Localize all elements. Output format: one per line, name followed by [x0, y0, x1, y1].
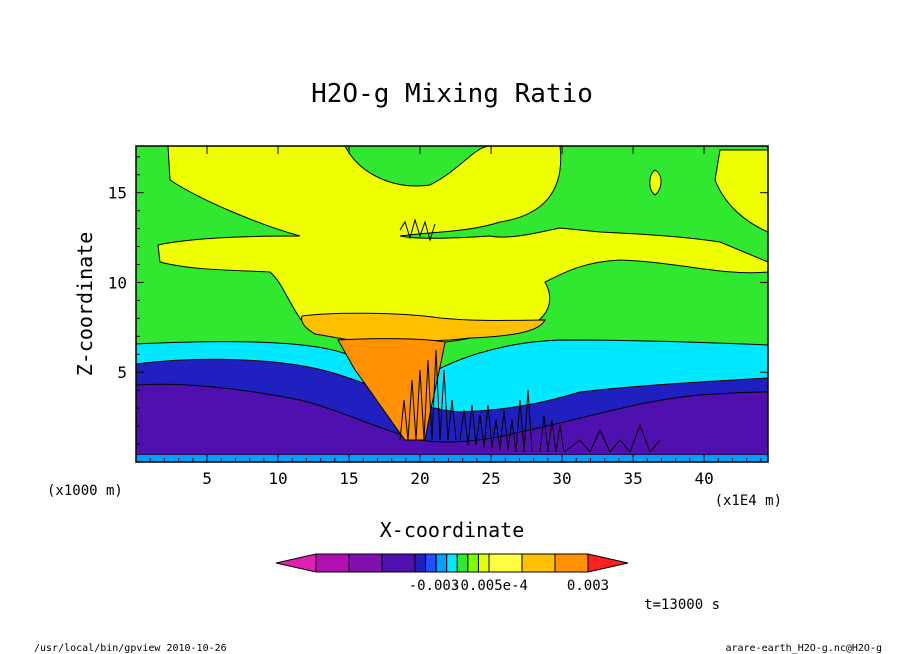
- colorbar: [275, 553, 629, 573]
- x-unit-right-label: (x1E4 m): [715, 493, 782, 509]
- x-tick-label: 40: [694, 469, 713, 488]
- colorbar-tick-labels: -0.003-0.005e-4 0.003: [409, 578, 609, 594]
- colorbar-cell: [414, 553, 427, 573]
- x-tick-label: 30: [552, 469, 571, 488]
- x-axis-label: X-coordinate: [380, 518, 525, 542]
- y-axis-label: Z-coordinate: [73, 232, 97, 377]
- y-axis: 5 10 15: [108, 156, 768, 445]
- yellow-layer-region: [157, 145, 769, 345]
- colorbar-cell: [488, 553, 523, 573]
- colorbar-low-arrow: [275, 553, 317, 573]
- y-tick-label: 10: [108, 273, 127, 292]
- purple-bottom-region: [135, 383, 769, 456]
- x-tick-label: 25: [481, 469, 500, 488]
- colorbar-tick-label: -0.005e-4: [452, 578, 528, 594]
- turbulent-contours: [399, 218, 661, 453]
- colorbar-tick-label: 0.003: [567, 578, 609, 594]
- x-tick-label: 5: [202, 469, 212, 488]
- x-axis: 5 10 15 20 25 30 35 40: [149, 146, 762, 488]
- orange-anvil-region: [301, 312, 546, 342]
- plot-area: [135, 145, 769, 463]
- yellow-small-patch: [649, 169, 662, 196]
- colorbar-cell: [381, 553, 416, 573]
- y-tick-label: 15: [108, 184, 127, 203]
- time-label: t=13000 s: [644, 597, 720, 613]
- x-tick-label: 15: [339, 469, 358, 488]
- x-tick-label: 10: [268, 469, 287, 488]
- colorbar-cell: [425, 553, 437, 573]
- colorbar-tick-label: -0.003: [409, 578, 460, 594]
- plot-frame: [135, 145, 769, 463]
- colorbar-high-arrow: [587, 553, 629, 573]
- colorbar-cell: [467, 553, 479, 573]
- surface-blue-strip: [136, 455, 768, 462]
- colorbar-cell: [456, 553, 469, 573]
- colorbar-cell: [554, 553, 589, 573]
- colorbar-cell: [315, 553, 350, 573]
- y-tick-label: 5: [117, 363, 127, 382]
- updraft-core-region: [337, 338, 446, 441]
- footer-right: arare-earth_H2O-g.nc@H2O-g: [725, 643, 882, 654]
- colorbar-cell: [446, 553, 458, 573]
- x-tick-label: 20: [410, 469, 429, 488]
- x-tick-label: 35: [623, 469, 642, 488]
- colorbar-cell: [348, 553, 383, 573]
- colorbar-cell: [477, 553, 490, 573]
- colorbar-cell: [435, 553, 448, 573]
- colorbar-cell: [521, 553, 556, 573]
- footer-left: /usr/local/bin/gpview 2010-10-26: [34, 643, 227, 654]
- x-unit-left-label: (x1000 m): [47, 483, 123, 499]
- chart-title: H2O-g Mixing Ratio: [311, 79, 593, 109]
